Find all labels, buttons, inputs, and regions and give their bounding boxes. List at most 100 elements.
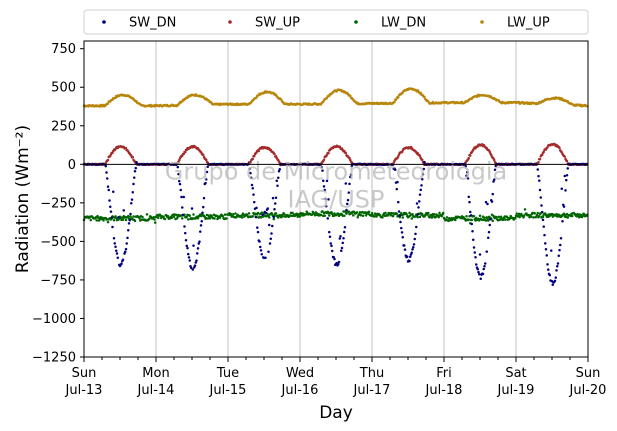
sw-dn-point — [109, 210, 113, 213]
lw-dn-point — [576, 212, 579, 216]
sw-dn-point — [348, 182, 351, 186]
sw-dn-point — [541, 210, 544, 214]
sw-dn-point — [131, 191, 134, 194]
sw-dn-point — [484, 262, 487, 265]
sw-dn-point — [536, 168, 539, 171]
legend-marker — [480, 20, 484, 24]
lw-dn-point — [132, 215, 135, 218]
sw-dn-point — [325, 204, 328, 208]
sw-dn-point — [493, 168, 497, 172]
sw-dn-point — [493, 178, 496, 181]
sw-up-point — [493, 158, 496, 162]
lw-dn-point — [138, 216, 141, 220]
sw-up-point — [563, 155, 566, 158]
sw-dn-point — [490, 200, 494, 203]
lw-dn-point — [551, 215, 554, 218]
sw-dn-point — [198, 240, 201, 243]
watermark-line-2: IAG/USP — [287, 185, 384, 213]
lw-dn-point — [518, 215, 521, 219]
lw-dn-point — [502, 218, 505, 221]
lw-dn-point — [433, 212, 436, 216]
sw-dn-point — [325, 179, 329, 183]
sw-dn-point — [250, 183, 254, 187]
sw-dn-point — [540, 204, 543, 207]
lw-dn-point — [411, 212, 414, 216]
sw-up-point — [541, 153, 544, 156]
sw-dn-point — [563, 174, 566, 178]
sw-dn-point — [421, 177, 424, 181]
lw-dn-point — [375, 215, 378, 218]
sw-dn-point — [472, 238, 475, 242]
sw-dn-point — [127, 228, 130, 232]
sw-dn-point — [421, 173, 425, 176]
sw-up-point — [421, 158, 424, 162]
lw-dn-point — [163, 217, 167, 221]
sw-dn-point — [491, 192, 494, 196]
sw-dn-point — [272, 215, 275, 219]
sw-dn-point — [260, 253, 263, 256]
sw-dn-point — [270, 232, 273, 235]
lw-dn-point — [274, 212, 278, 215]
lw-dn-point — [427, 211, 430, 215]
sw-dn-point — [475, 263, 478, 266]
sw-dn-point — [487, 230, 491, 234]
sw-dn-point — [538, 188, 542, 192]
lw-dn-point — [497, 215, 500, 219]
lw-dn-point — [251, 214, 254, 218]
sw-dn-point — [397, 210, 401, 213]
lw-dn-point — [319, 213, 323, 217]
sw-dn-point — [199, 230, 202, 233]
sw-dn-point — [561, 220, 564, 223]
lw-dn-point — [206, 217, 209, 220]
sw-dn-point — [321, 169, 324, 172]
lw-dn-point — [187, 218, 190, 221]
sw-dn-point — [178, 179, 181, 183]
lw-dn-point — [268, 216, 271, 219]
lw-dn-point — [367, 210, 371, 213]
lw-dn-point — [454, 218, 457, 222]
sw-dn-point — [106, 177, 109, 180]
lw-dn-point — [89, 218, 92, 222]
sw-dn-point — [129, 212, 132, 216]
sw-dn-point — [179, 188, 182, 192]
lw-dn-point — [495, 216, 498, 219]
sw-dn-point — [420, 184, 423, 187]
sw-dn-point — [546, 263, 549, 266]
lw-dn-point — [361, 214, 365, 218]
sw-dn-point — [406, 255, 409, 258]
lw-dn-point — [172, 215, 176, 219]
sw-dn-point — [202, 196, 206, 200]
sw-dn-point — [111, 225, 114, 229]
sw-dn-point — [548, 273, 551, 277]
sw-dn-point — [537, 174, 540, 178]
x-tick-label-date: Jul-19 — [497, 383, 535, 398]
sw-dn-point — [553, 279, 557, 283]
sw-dn-point — [277, 176, 280, 179]
sw-dn-point — [320, 166, 323, 169]
sw-dn-point — [205, 170, 209, 174]
lw-dn-point — [410, 217, 413, 220]
lw-dn-point — [321, 210, 324, 213]
sw-dn-point — [479, 277, 482, 280]
sw-dn-point — [117, 215, 120, 219]
lw-dn-point — [121, 218, 125, 221]
lw-dn-point — [514, 217, 517, 220]
sw-dn-point — [126, 236, 129, 240]
sw-dn-point — [259, 245, 262, 249]
sw-dn-point — [469, 214, 473, 217]
sw-dn-point — [345, 208, 348, 212]
sw-dn-point — [412, 245, 415, 249]
sw-dn-point — [471, 230, 474, 233]
lw-dn-point — [133, 219, 137, 223]
lw-dn-point — [223, 213, 227, 216]
y-tick-label: −500 — [40, 235, 76, 250]
lw-dn-point — [343, 214, 346, 217]
sw-dn-point — [464, 165, 467, 168]
lw-dn-point — [447, 219, 450, 223]
sw-up-point — [251, 157, 254, 161]
y-tick-label: 500 — [51, 81, 76, 96]
sw-dn-point — [350, 164, 353, 168]
sw-dn-point — [478, 253, 482, 256]
sw-dn-point — [206, 165, 209, 168]
sw-up-point — [546, 146, 549, 149]
